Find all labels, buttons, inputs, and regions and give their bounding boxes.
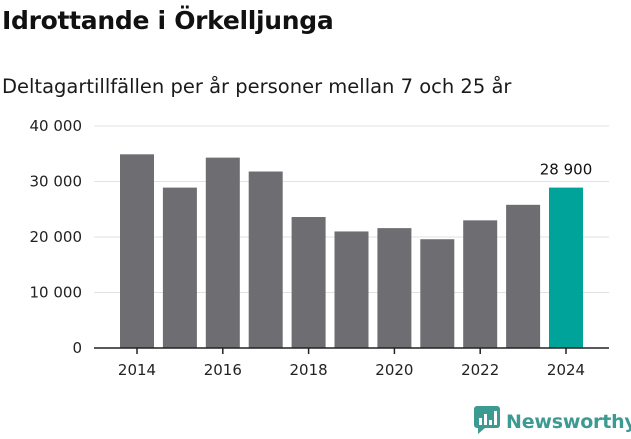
x-tick-label: 2018: [290, 361, 328, 379]
newsworthy-logo-icon: [474, 406, 500, 438]
x-tick-label: 2014: [118, 361, 156, 379]
chart-title: Idrottande i Örkelljunga: [2, 6, 334, 35]
bar-2022: [463, 220, 498, 348]
bar-2016: [205, 157, 240, 348]
x-tick-label: 2024: [547, 361, 585, 379]
y-tick-label: 10 000: [30, 284, 83, 302]
bar-2019: [334, 231, 369, 348]
y-tick-label: 0: [72, 339, 82, 357]
bar-2015: [162, 187, 197, 348]
x-tick-label: 2016: [204, 361, 242, 379]
newsworthy-brand: Newsworthy: [474, 406, 631, 438]
bar-2021: [420, 239, 455, 348]
bar-2017: [248, 171, 283, 348]
y-tick-label: 30 000: [30, 173, 83, 191]
y-tick-label: 40 000: [30, 117, 83, 135]
bar-chart: 0 10 000 20 000 30 000 40 000 2014 2016 2018 202…: [30, 117, 609, 379]
brand-name: Newsworthy: [506, 411, 631, 433]
bar-2018: [291, 217, 326, 348]
bar-2020: [377, 228, 412, 348]
chart-subtitle: Deltagartillfällen per år personer mella…: [2, 75, 512, 98]
bar-2014: [120, 154, 154, 348]
bar-2024: [549, 187, 583, 348]
bar-2023: [506, 204, 541, 348]
y-tick-label: 20 000: [30, 228, 83, 246]
x-tick-label: 2020: [375, 361, 413, 379]
data-label-2024: 28 900: [540, 161, 593, 179]
x-tick-label: 2022: [461, 361, 499, 379]
